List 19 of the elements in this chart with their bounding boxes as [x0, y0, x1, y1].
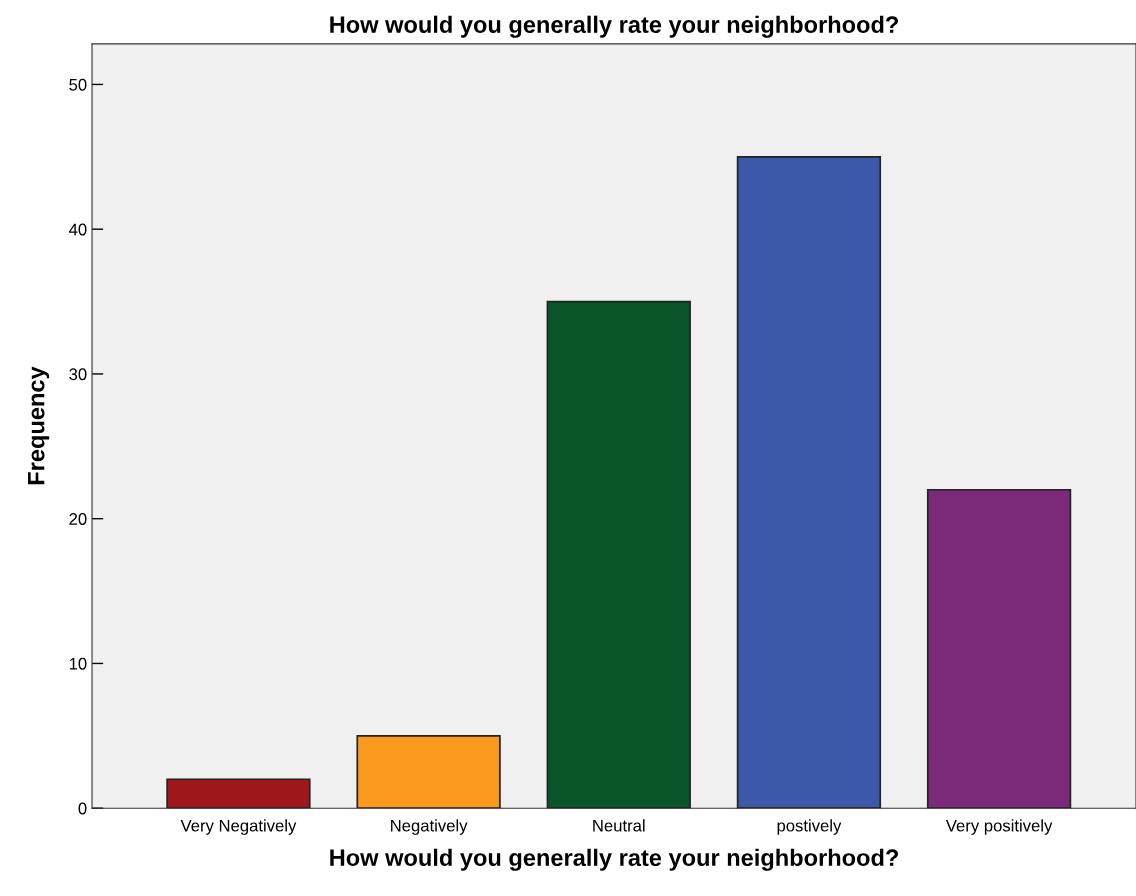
chart-title: How would you generally rate your neighborhood?: [330, 15, 898, 38]
y-tick-label: 10: [69, 657, 87, 670]
x-tick-label: Neutral: [593, 819, 645, 832]
y-tick-label: 20: [69, 513, 87, 525]
x-tick-label: Negatively: [391, 819, 468, 835]
y-tick-label: 50: [69, 78, 87, 91]
x-tick-label: postively: [777, 819, 842, 835]
x-tick-label: Very positively: [945, 819, 1053, 835]
bar: [736, 155, 882, 809]
x-axis-title: How would you generally rate your neighborhood?: [330, 848, 898, 871]
bar: [166, 778, 311, 809]
y-tick-label: 40: [69, 223, 87, 236]
x-tick-label: Very Negatively: [180, 819, 297, 835]
y-tick-label: 0: [78, 802, 87, 815]
y-tick-label: 30: [69, 368, 87, 381]
bar: [356, 734, 501, 809]
y-axis-title: Frequency: [28, 366, 50, 485]
bar: [546, 300, 691, 809]
bar: [926, 488, 1072, 809]
